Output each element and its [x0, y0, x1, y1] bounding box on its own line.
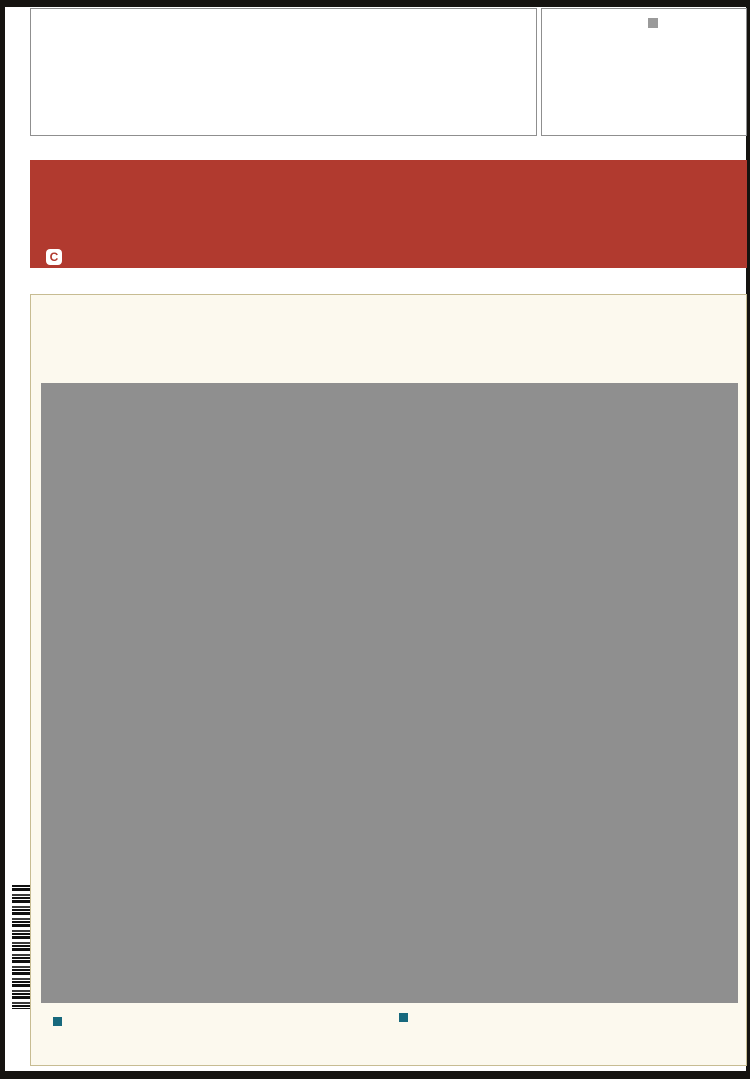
vaccination-photo: [547, 14, 643, 130]
publisher-logo: C: [46, 245, 66, 265]
teal-square-icon: [399, 1013, 408, 1022]
peloton-photo: [41, 383, 738, 1003]
main-story: [30, 294, 747, 1066]
teaser-sante: [541, 8, 747, 136]
teaser-cyclisme: [53, 1009, 383, 1030]
edition-label: [358, 247, 361, 267]
teaser-burkini: [30, 8, 537, 136]
section-square-icon: [648, 18, 658, 28]
barcode: [12, 885, 30, 1009]
teaser-sante-section: [648, 15, 742, 31]
masthead: C: [30, 160, 747, 268]
centre-france-icon: C: [46, 249, 62, 265]
spine: [5, 7, 30, 1071]
teaser-souvenirs: [399, 1009, 747, 1028]
teal-square-icon: [53, 1016, 62, 1026]
pool-photo: [38, 15, 150, 129]
page: C: [5, 7, 747, 1071]
